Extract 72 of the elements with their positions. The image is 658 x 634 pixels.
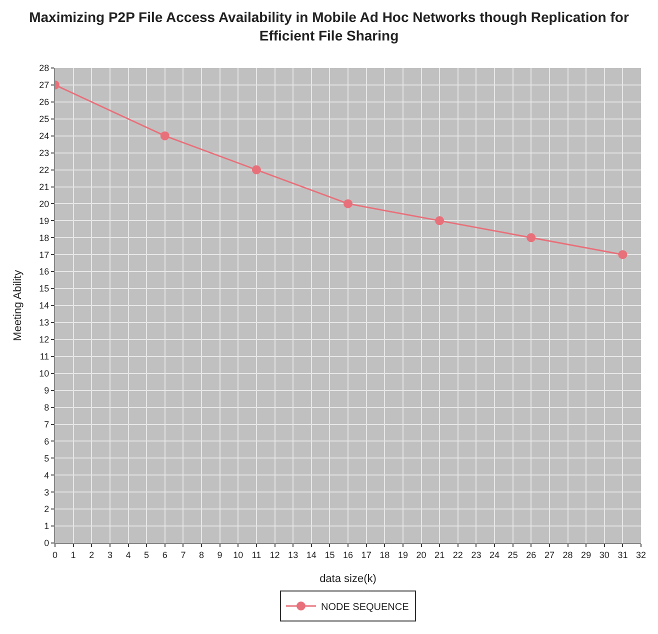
x-tick-label: 14: [306, 550, 316, 560]
y-tick-label: 2: [44, 504, 50, 514]
x-tick-label: 15: [324, 550, 335, 560]
y-tick-label: 1: [44, 521, 50, 532]
y-tick-label: 17: [39, 250, 50, 260]
x-tick-label: 12: [270, 550, 280, 560]
y-tick-label: 23: [39, 148, 50, 158]
y-tick-label: 14: [39, 300, 50, 311]
x-tick-label: 0: [52, 550, 58, 560]
y-tick-label: 0: [44, 538, 50, 548]
y-tick-label: 28: [39, 63, 50, 74]
y-tick-label: 4: [44, 470, 50, 480]
x-tick-label: 2: [89, 550, 94, 560]
point: [252, 165, 261, 174]
x-tick-label: 17: [361, 550, 372, 560]
y-tick-label: 16: [39, 266, 50, 277]
y-tick-label: 20: [39, 198, 50, 209]
y-tick-label: 13: [39, 318, 50, 328]
y-tick-label: 19: [39, 216, 50, 226]
x-tick-label: 26: [526, 550, 536, 560]
y-tick-label: 25: [39, 114, 50, 124]
y-tick-label: 3: [44, 487, 50, 498]
x-tick-label: 7: [180, 550, 186, 560]
x-tick-label: 24: [489, 550, 500, 560]
x-tick-label: 30: [599, 550, 610, 560]
y-tick-label: 22: [39, 164, 50, 175]
x-tick-label: 16: [342, 550, 354, 560]
y-axis-title: Meeting Ability: [12, 270, 24, 341]
point: [618, 250, 628, 260]
x-tick-label: 1: [70, 550, 76, 560]
x-tick-label: 29: [581, 550, 592, 560]
y-tick-label: 12: [39, 334, 50, 345]
y-tick-label: 8: [44, 402, 50, 412]
x-tick-label: 31: [618, 550, 628, 560]
y-tick-label: 18: [39, 232, 50, 243]
point: [160, 131, 170, 140]
x-tick-label: 22: [452, 550, 463, 560]
x-tick-label: 27: [544, 550, 554, 560]
x-axis-title: data size(k): [320, 573, 376, 585]
y-tick-label: 27: [39, 80, 50, 90]
point: [526, 233, 536, 242]
x-tick-label: 23: [471, 550, 482, 560]
y-tick-label: 26: [39, 97, 50, 108]
x-tick-label: 18: [380, 550, 390, 560]
x-tick-label: 9: [217, 550, 222, 560]
x-tick-label: 4: [126, 550, 131, 560]
x-tick-label: 8: [198, 550, 204, 560]
x-tick-label: 25: [508, 550, 518, 560]
x-tick-label: 13: [288, 550, 298, 560]
x-tick-label: 19: [398, 550, 408, 560]
x-tick-label: 28: [562, 550, 573, 560]
chart-title: Maximizing P2P File Access Availability in Mobile Ad Hoc Networks though Replication for Efficient File Sharing: [29, 9, 630, 44]
x-tick-label: 5: [144, 550, 150, 560]
x-tick-label: 32: [636, 550, 646, 560]
y-tick-label: 15: [39, 284, 50, 294]
y-tick-label: 7: [44, 419, 50, 430]
x-tick-label: 11: [252, 550, 262, 560]
y-tick-label: 6: [44, 436, 50, 446]
y-tick-label: 5: [44, 453, 50, 464]
point: [344, 199, 352, 208]
x-tick-label: 3: [107, 550, 112, 560]
y-tick-label: 9: [44, 385, 50, 396]
x-tick-label: 6: [162, 550, 168, 560]
x-tick-label: 21: [434, 550, 445, 560]
x-tick-label: 10: [233, 550, 244, 560]
y-tick-label: 11: [40, 352, 50, 362]
point: [435, 216, 444, 226]
y-tick-label: 24: [39, 131, 50, 142]
legend-label: NODE SEQUENCE: [321, 602, 410, 613]
x-tick-label: 20: [416, 550, 426, 560]
y-tick-label: 10: [39, 368, 50, 379]
y-tick-label: 21: [39, 182, 50, 192]
